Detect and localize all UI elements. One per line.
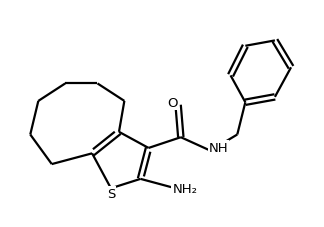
- Text: NH: NH: [209, 141, 228, 154]
- Text: NH₂: NH₂: [172, 182, 197, 195]
- Text: O: O: [168, 96, 178, 109]
- Text: S: S: [107, 187, 115, 200]
